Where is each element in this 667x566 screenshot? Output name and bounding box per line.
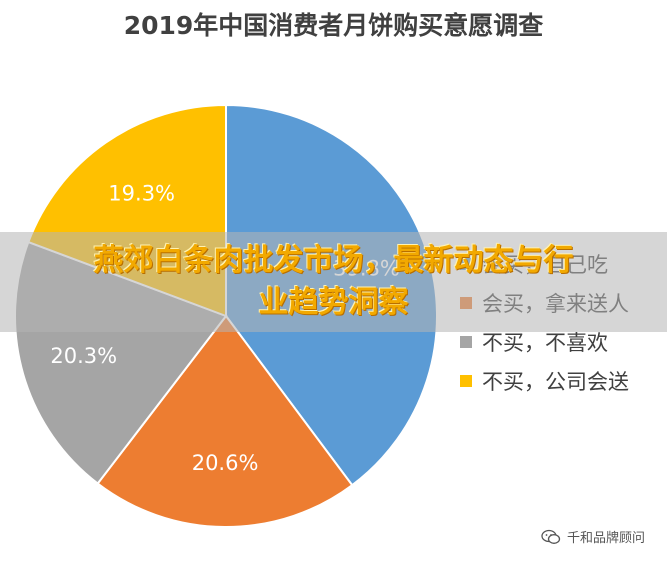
data-label-3: 20.3% bbox=[50, 344, 117, 368]
watermark-text: 千和品牌顾问 bbox=[566, 531, 645, 546]
data-label-4: 19.3% bbox=[108, 181, 175, 205]
legend-label: 不买，公司会送 bbox=[482, 369, 629, 394]
chart-title: 2019年中国消费者月饼购买意愿调查 bbox=[123, 11, 544, 40]
legend-label: 不买，不喜欢 bbox=[482, 330, 608, 355]
data-label-2: 20.6% bbox=[192, 451, 259, 475]
overlay-line-2: 业趋势洞察 bbox=[258, 285, 409, 320]
legend-item-4: 不买，公司会送 bbox=[460, 361, 629, 400]
legend-swatch bbox=[460, 374, 472, 387]
overlay-headline: 燕郊白条肉批发市场，最新动态与行 业趋势洞察 bbox=[0, 240, 667, 324]
legend-item-3: 不买，不喜欢 bbox=[460, 322, 629, 361]
legend-swatch bbox=[460, 335, 472, 348]
wechat-icon bbox=[541, 529, 561, 544]
overlay-line-1: 燕郊白条肉批发市场，最新动态与行 bbox=[93, 243, 574, 278]
pie-slice-2 bbox=[96, 314, 354, 528]
watermark: 千和品牌顾问 bbox=[541, 527, 645, 546]
overlay-banner bbox=[0, 232, 667, 332]
